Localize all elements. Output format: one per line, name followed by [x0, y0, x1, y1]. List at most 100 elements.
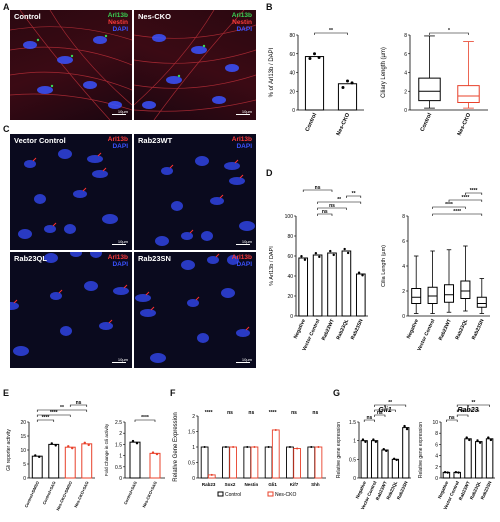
data-point	[361, 274, 364, 277]
bar	[475, 441, 483, 479]
significance-bracket	[374, 404, 407, 407]
chart-title: Gli1	[378, 407, 391, 414]
category-label: Negative	[406, 318, 420, 340]
y-tick-label: 0	[353, 476, 356, 482]
data-point	[253, 446, 256, 448]
micrograph-nes-cko: Nes-CKO Arl13b Nestin DAPI 10µm	[134, 10, 256, 120]
significance-bracket	[446, 419, 458, 422]
bar	[149, 452, 161, 479]
y-tick-label: 2	[192, 414, 195, 420]
panel-label-d: D	[266, 168, 273, 178]
significance-label: ns	[449, 415, 455, 421]
category-label: Shh	[311, 482, 320, 487]
data-point	[210, 473, 213, 476]
y-axis-label: % Arl13b / DAPI	[269, 246, 275, 286]
data-point	[385, 449, 388, 453]
nuclei-texture	[135, 253, 250, 363]
y-tick-label: 2	[404, 89, 407, 95]
bar	[64, 446, 76, 479]
y-tick-label: 1.5	[349, 420, 356, 426]
panel-label-c: C	[3, 124, 10, 134]
micrograph-vector-control: Vector Control Arl13b DAPI 10µm	[10, 134, 132, 250]
bar	[200, 446, 209, 479]
box	[411, 288, 422, 304]
bar	[370, 440, 379, 479]
y-tick-label: 2	[435, 465, 438, 471]
data-point	[274, 428, 277, 431]
significance-label: ns	[248, 410, 254, 416]
data-point	[224, 446, 227, 448]
y-tick-label: 0	[402, 314, 405, 320]
significance-bracket	[302, 189, 333, 192]
category-label: Nestin	[244, 482, 258, 487]
chart-f-gene-expression: 0 0.5 1 1.5 2 Relative Gene Expression Rab23 So…	[173, 410, 326, 498]
data-point	[303, 258, 307, 261]
channel-legend: Arl13b Nestin DAPI	[231, 12, 252, 33]
y-tick-label: 2	[119, 431, 122, 437]
significance-bracket	[456, 404, 490, 407]
data-point	[476, 439, 479, 442]
y-tick-label: 1.5	[188, 430, 195, 436]
category-label: Rab23WT	[321, 318, 336, 341]
y-tick-label: 2.5	[115, 420, 122, 426]
bar	[485, 438, 494, 479]
category-label: Nes-CKO+SAG	[141, 480, 158, 508]
significance-label: **	[352, 191, 356, 197]
panel-label-e: E	[3, 388, 10, 398]
significance-label: ****	[462, 195, 470, 201]
channel-legend: Arl13b DAPI	[107, 254, 128, 268]
bar	[453, 471, 461, 479]
scale-bar	[112, 362, 126, 363]
data-point	[38, 455, 41, 459]
data-point	[310, 446, 313, 448]
significance-label: **	[337, 197, 341, 203]
data-point	[350, 81, 354, 85]
micrograph-label: Vector Control	[14, 136, 66, 145]
significance-label: **	[471, 400, 475, 406]
data-point	[403, 424, 406, 428]
bar	[298, 257, 309, 317]
bar	[337, 83, 358, 111]
y-tick-label: 1	[119, 454, 122, 460]
category-label: Nes-CKO	[457, 112, 473, 137]
channel-legend: Arl13b DAPI	[231, 136, 252, 150]
y-axis-label: Ciliary Length (µm)	[381, 47, 387, 98]
significance-bracket	[448, 199, 483, 202]
bar	[442, 471, 451, 479]
data-point	[131, 439, 135, 443]
category-label: Kif7	[290, 482, 299, 487]
scale-bar	[236, 114, 250, 115]
significance-bracket	[374, 414, 386, 417]
data-point	[341, 86, 345, 89]
bar	[312, 254, 323, 317]
bar	[264, 446, 273, 479]
scale-bar-label: 10µm	[241, 109, 252, 114]
scale-bar-label: 10µm	[117, 357, 128, 362]
micrograph-rab23ql: Rab23QL Arl13b DAPI 10µm	[10, 252, 132, 368]
category-label: Nes-CKO+SAG	[73, 480, 90, 508]
significance-bracket	[69, 404, 88, 407]
micrograph-rab23sn: Rab23SN Arl13b DAPI 10µm	[134, 252, 256, 368]
significance-bracket	[432, 213, 483, 216]
y-tick-label: 4	[402, 264, 405, 270]
legend-label: Nes-CKO	[275, 492, 297, 498]
y-tick-label: 80	[287, 234, 293, 240]
micrograph-label: Nes-CKO	[138, 12, 171, 21]
micrograph-label: Rab23SN	[138, 254, 171, 263]
significance-label: *	[448, 28, 450, 34]
significance-bracket	[36, 419, 55, 422]
y-tick-label: 1	[192, 445, 195, 451]
significance-label: ns	[291, 410, 297, 416]
data-point	[465, 436, 468, 439]
significance-label: ****	[42, 415, 50, 421]
significance-bracket	[134, 419, 156, 422]
significance-bracket	[317, 201, 362, 204]
significance-label: ns	[366, 415, 372, 421]
category-label: Gli1	[268, 482, 277, 487]
significance-bracket	[374, 409, 396, 412]
category-label: Vector Control	[416, 318, 436, 352]
scale-bar-label: 10µm	[241, 239, 252, 244]
significance-label: ****	[205, 410, 213, 416]
bar	[464, 438, 472, 479]
data-point	[50, 442, 53, 445]
